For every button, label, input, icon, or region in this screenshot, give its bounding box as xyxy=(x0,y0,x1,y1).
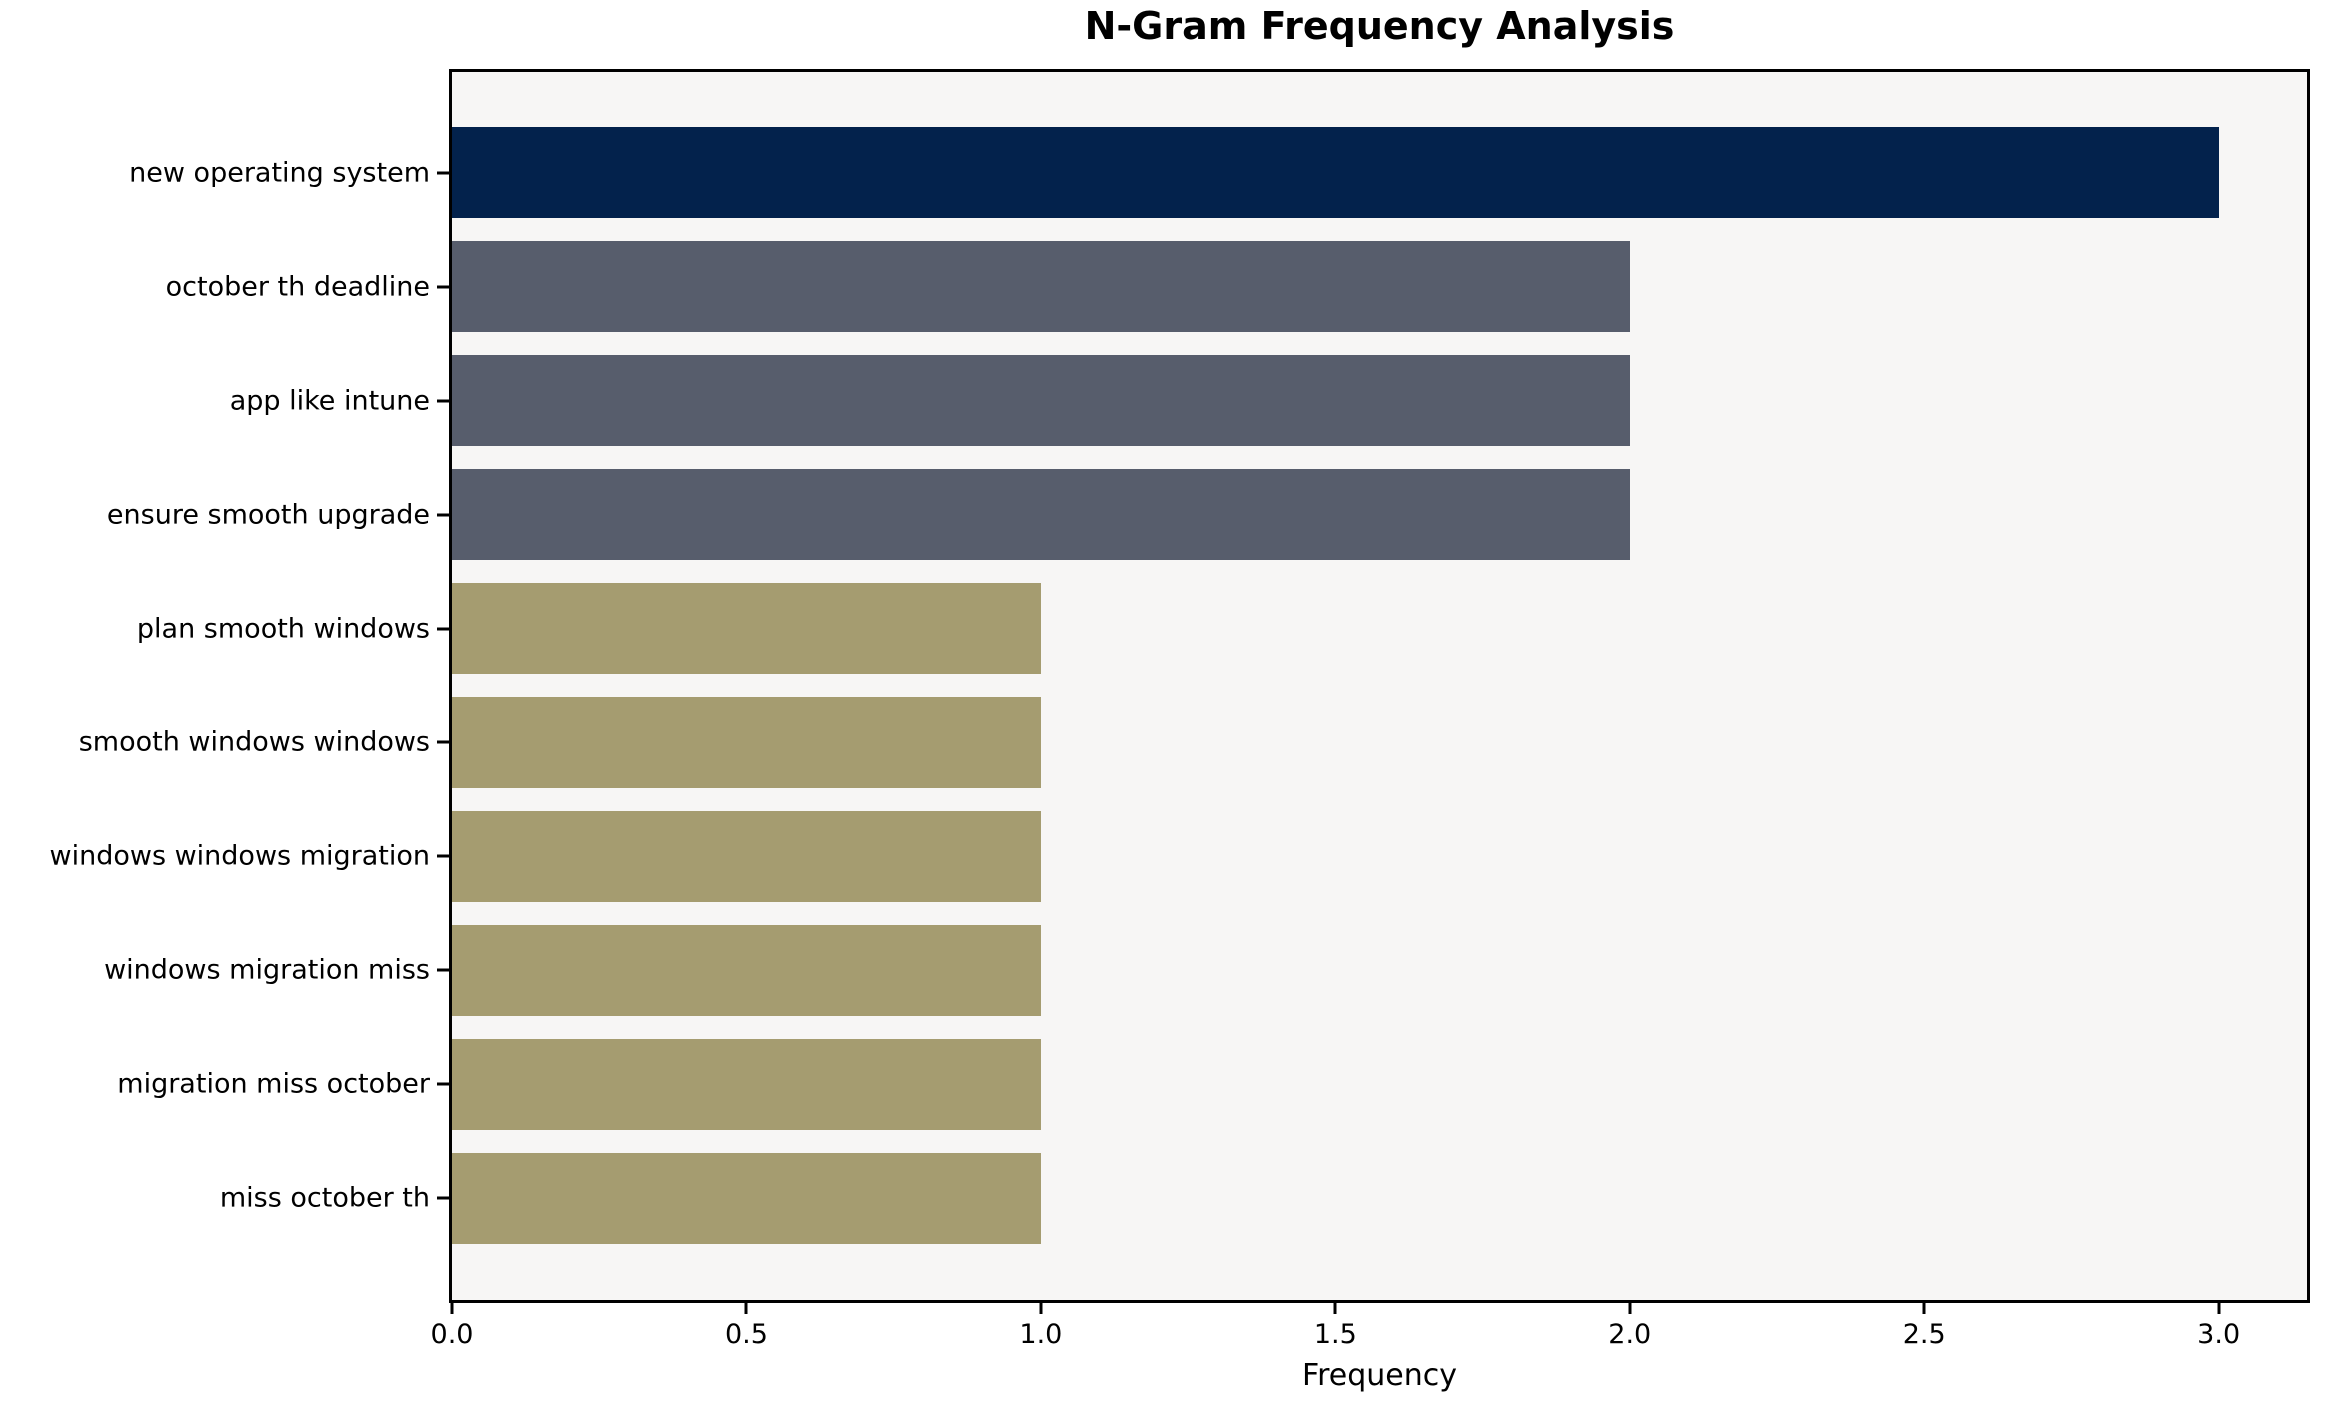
bar xyxy=(452,583,1041,675)
bar-row: miss october th xyxy=(220,1141,2307,1255)
bar xyxy=(452,924,1041,1016)
bar-row: october th deadline xyxy=(166,230,2307,344)
bar xyxy=(452,469,1630,561)
y-tick-label: windows windows migration xyxy=(49,840,430,872)
y-tick xyxy=(437,627,450,631)
bar-row: smooth windows windows xyxy=(79,686,2307,800)
y-tick-label: ensure smooth upgrade xyxy=(106,499,430,531)
bar-row: plan smooth windows xyxy=(137,572,2307,686)
x-tick-label: 1.0 xyxy=(1019,1319,1063,1350)
chart-title: N-Gram Frequency Analysis xyxy=(1084,4,1675,48)
y-tick-label: miss october th xyxy=(219,1182,430,1214)
bar-row: new operating system xyxy=(129,116,2307,230)
x-tick xyxy=(1628,1303,1632,1314)
y-tick xyxy=(437,740,450,744)
x-tick-label: 0.5 xyxy=(724,1319,768,1350)
y-tick-label: app like intune xyxy=(229,385,430,417)
x-tick xyxy=(2217,1303,2221,1314)
y-tick-label: october th deadline xyxy=(165,271,430,303)
x-axis-label: Frequency xyxy=(1302,1358,1457,1393)
bar xyxy=(452,810,1041,902)
y-tick-label: windows migration miss xyxy=(104,954,430,986)
bar-row: app like intune xyxy=(230,344,2307,458)
bar xyxy=(452,1038,1041,1130)
x-tick xyxy=(450,1303,454,1314)
bar xyxy=(452,241,1630,333)
y-tick-label: migration miss october xyxy=(117,1068,430,1100)
plot-area: new operating system october th deadline a… xyxy=(50,69,2310,1303)
y-tick xyxy=(437,171,450,175)
y-tick-label: plan smooth windows xyxy=(136,613,430,645)
x-tick xyxy=(1333,1303,1337,1314)
x-tick-label: 2.5 xyxy=(1902,1319,1946,1350)
bar xyxy=(452,355,1630,447)
bar-row: migration miss october xyxy=(117,1027,2307,1141)
x-tick xyxy=(1039,1303,1043,1314)
y-tick xyxy=(437,513,450,517)
bar xyxy=(452,127,2219,219)
y-tick xyxy=(437,285,450,289)
x-tick xyxy=(1922,1303,1926,1314)
bar-row: windows migration miss xyxy=(104,913,2307,1027)
bar-row: windows windows migration xyxy=(50,799,2307,913)
x-axis: 0.0 0.5 1.0 1.5 2.0 2.5 3.0 xyxy=(431,1303,2307,1403)
x-tick-label: 0.0 xyxy=(430,1319,474,1350)
bar xyxy=(452,696,1041,788)
y-tick xyxy=(437,968,450,972)
x-tick-label: 1.5 xyxy=(1313,1319,1357,1350)
y-tick xyxy=(437,1196,450,1200)
y-tick-label: new operating system xyxy=(129,157,430,189)
x-tick xyxy=(744,1303,748,1314)
y-tick xyxy=(437,1082,450,1086)
x-tick-label: 2.0 xyxy=(1608,1319,1652,1350)
bar xyxy=(452,1152,1041,1244)
bar-row: ensure smooth upgrade xyxy=(107,458,2307,572)
y-tick xyxy=(437,399,450,403)
y-tick xyxy=(437,854,450,858)
x-tick-label: 3.0 xyxy=(2197,1319,2241,1350)
y-tick-label: smooth windows windows xyxy=(78,726,430,758)
